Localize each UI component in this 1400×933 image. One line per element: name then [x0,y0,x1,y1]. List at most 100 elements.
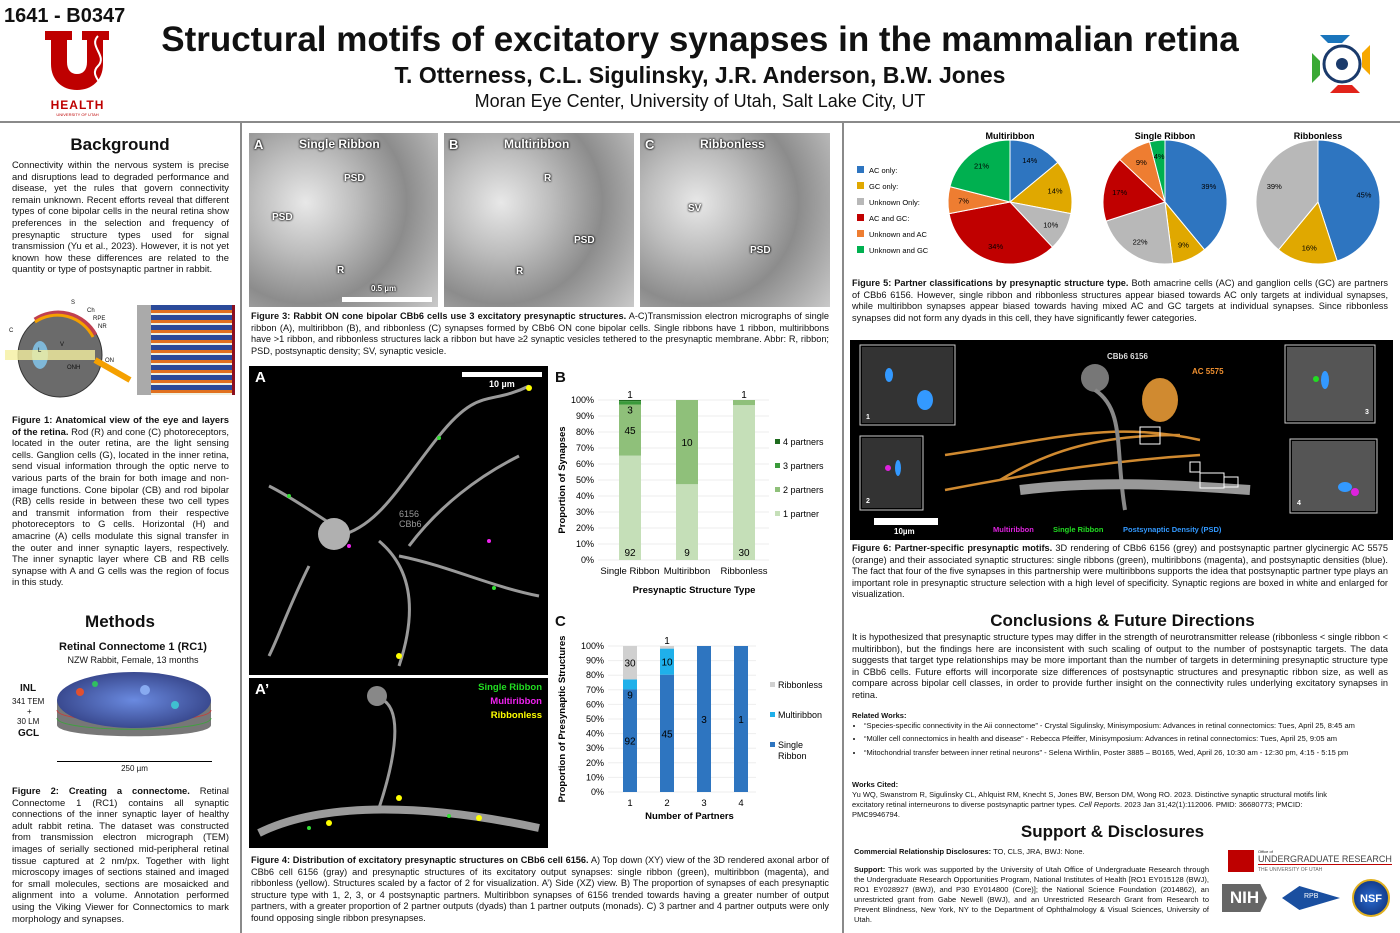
em-panel-single-ribbon: A Single Ribbon PSD PSD R 0.5 µm [249,133,438,307]
ribbon-label: R [516,266,524,277]
figure-4-caption-text: A) Top down (XY) view of the 3D rendered… [251,855,829,923]
y-tick-label: 0% [591,787,604,797]
pie-slice [1105,201,1174,265]
figure-5-caption-text: Both amacrine cells (AC) and ganglion ce… [852,278,1388,323]
pie-slice-label: 21% [974,161,989,170]
legend-label: Ribbonless [778,680,823,690]
pie-slice [1277,200,1338,265]
panel-title: Multiribbon [504,137,570,151]
inset-label-1: 1 [866,414,870,421]
rc1-subtitle: NZW Rabbit, Female, 13 months [67,655,199,665]
y-tick-label: 60% [576,459,594,469]
em-panel-ribbonless: C Ribbonless SV PSD [640,133,830,307]
bar-segment [676,484,698,560]
eye-label-l: L [38,348,42,354]
plus-label: + [27,707,32,716]
legend-label: Unknown and AC [869,230,928,239]
x-tick-label: Ribbonless [721,566,768,577]
psd-label: PSD [272,212,293,223]
poster-id: 1641 - B0347 [4,5,126,27]
pie-slice-label: 4% [1154,152,1165,161]
figure-4-caption: Figure 4: Distribution of excitatory pre… [251,855,829,925]
y-tick-label: 100% [581,641,604,651]
legend-multiribbon: Multiribbon [490,696,542,707]
moran-eye-center-logo [1290,25,1395,108]
data-label: 3 [701,715,707,726]
legend-swatch [857,246,864,253]
pie-title: Multiribbon [986,131,1035,141]
y-tick-label: 60% [586,699,604,709]
legend-single-ribbon: Single Ribbon [478,682,542,693]
arbor-side-view-image: A’ Single Ribbon Multiribbon Ribbonless [249,678,548,848]
data-label: 45 [661,729,673,740]
pie-slice-label: 45% [1356,191,1371,200]
pie-slice-label: 9% [1178,241,1189,250]
bar-segment [734,646,748,792]
partner-classification-pies: AC only: GC only: Unknown Only: AC and GC: U… [857,131,1381,265]
x-axis-title: Presynaptic Structure Type [633,585,756,596]
legend-label: Unknown and GC [869,246,929,255]
x-tick-label: 1 [627,798,632,809]
y-tick-label: 10% [576,539,594,549]
pie-slice [1148,139,1166,203]
eye-label-ch: Ch [87,308,95,314]
disclosures-text: TO, CLS, JRA, BWJ: None. [991,847,1085,856]
rpb-logo: RPB [1282,886,1340,910]
pie-title: Ribbonless [1294,131,1343,141]
figure-2-caption: Figure 2: Creating a connectome. Retinal… [12,785,229,924]
conclusions-heading: Conclusions & Future Directions [990,611,1255,630]
y-tick-label: 100% [571,395,594,405]
partners-by-structure-chart: 0% 10% 20% 30% 40% 50% 60% 70% 80% 90% 100% 92 45 3 1 S… [557,390,824,596]
legend-label: Single [778,740,803,750]
data-label: 45 [624,426,636,437]
inset-label-2: 2 [866,498,870,505]
legend-ribbonless: Ribbonless [490,710,542,721]
conclusions-text: It is hypothesized that presynaptic stru… [852,632,1388,700]
data-label: 9 [627,690,633,701]
legend-label: Unknown Only: [869,198,920,207]
logo-subtext: UNIVERSITY OF UTAH [56,112,99,117]
legend-single-ribbon: Single Ribbon [1053,525,1104,534]
rpb-text: RPB [1304,893,1319,900]
figure-2-caption-text: Retinal Connectome 1 (RC1) contains all … [12,785,229,924]
inl-label: INL [20,683,37,694]
scale-label: 250 µm [121,764,148,773]
data-label: 1 [738,715,744,726]
x-tick-label: Multiribbon [664,566,710,577]
legend-label: 3 partners [783,461,824,471]
related-work-item: “Species-specific connectivity in the Ai… [864,721,1389,731]
eye-label-rpe: RPE [93,316,106,322]
figure-1-caption-title: Figure 1: Anatomical view of the eye and… [12,414,229,437]
figure-4-caption-title: Figure 4: Distribution of excitatory pre… [251,855,589,865]
pie-slice-label: 39% [1267,182,1282,191]
pie-slice-label: 34% [988,242,1003,251]
nsf-text: NSF [1360,893,1382,905]
y-tick-label: 40% [576,491,594,501]
legend-multiribbon: Multiribbon [993,525,1034,534]
figure-3-caption-title: Figure 3: Rabbit ON cone bipolar CBb6 ce… [251,311,627,321]
figure-2-caption-title: Figure 2: Creating a connectome. [12,785,190,796]
citation-authors: Yu WQ, Swanstrom R, Sigulinsky CL, Ahlqu… [852,790,1328,809]
x-tick-label: 2 [664,798,669,809]
disclosures-label: Commercial Relationship Disclosures: [854,847,992,856]
nsf-logo: NSF [1352,879,1390,917]
y-tick-label: 10% [586,772,604,782]
figure-5-caption-title: Figure 5: Partner classifications by pre… [852,278,1129,288]
works-cited-text: Yu WQ, Swanstrom R, Sigulinsky CL, Ahlqu… [852,790,1352,820]
bar-segment [619,401,641,405]
data-label: 9 [684,548,690,559]
methods-heading: Methods [85,612,155,631]
disclosures: Commercial Relationship Disclosures: TO,… [854,847,1085,856]
cell-label-cbb6: CBb6 6156 [1107,352,1148,361]
y-tick-label: 30% [576,507,594,517]
pie-slice [1008,161,1073,215]
legend-swatch [770,712,775,717]
pie-slice-label: 22% [1133,237,1148,246]
bar-segment [619,404,641,456]
background-heading: Background [70,135,170,154]
partner-motif-rendering: CBb6 6156 AC 5575 1 2 3 4 10µm Multiribb… [850,340,1393,540]
y-axis-title: Proportion of Synapses [557,426,568,533]
figure-1-caption-text: Rod (R) and cone (C) photoreceptors, loc… [12,425,229,588]
pie-slice [949,139,1011,203]
eye-label-on: ON [105,358,114,364]
